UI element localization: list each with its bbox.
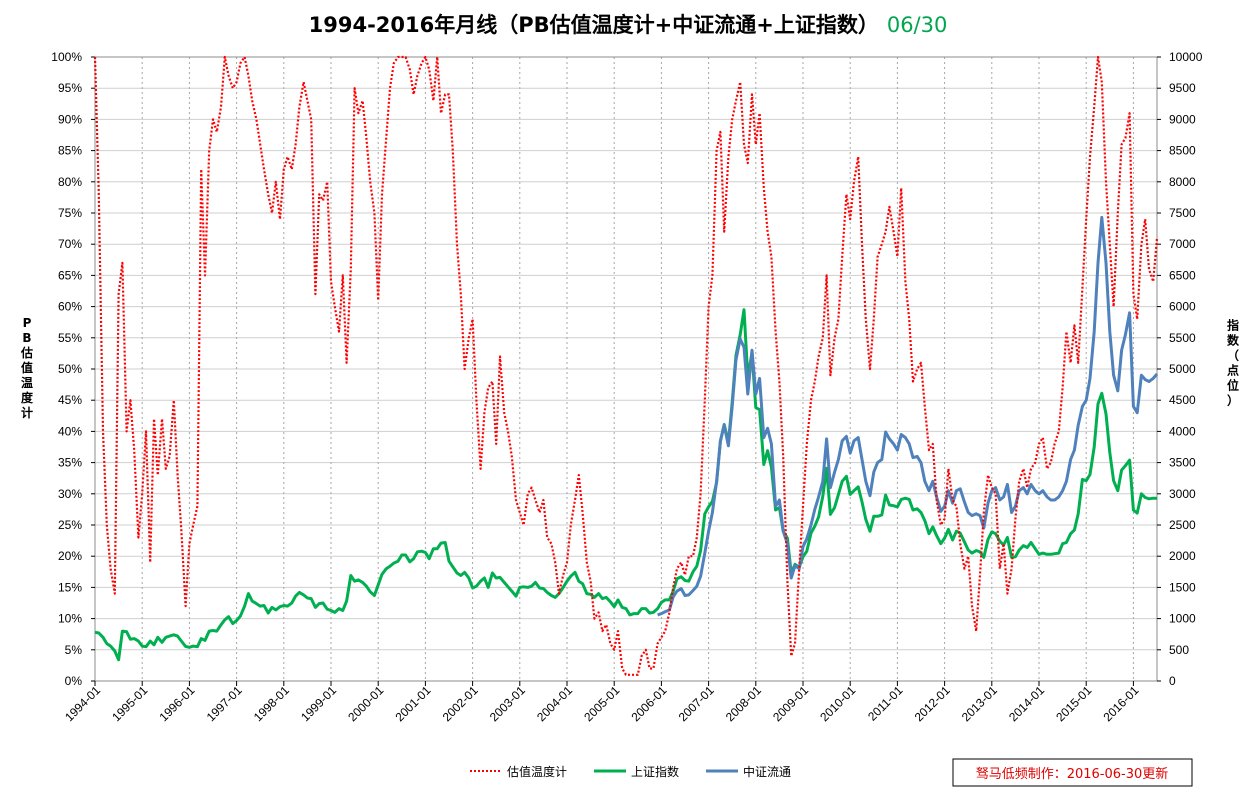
right-tick-label: 5500: [1169, 331, 1196, 345]
left-tick-label: 70%: [58, 237, 82, 251]
x-tick-label: 2013-01: [959, 683, 1000, 724]
left-tick-label: 15%: [58, 580, 82, 594]
credit-text: 驽马低频制作：2016-06-30更新: [976, 766, 1169, 782]
left-tick-label: 55%: [58, 331, 82, 345]
x-tick-label: 2015-01: [1053, 683, 1094, 724]
left-tick-label: 40%: [58, 424, 82, 438]
x-tick-label: 2004-01: [534, 683, 575, 724]
chart-title: 1994-2016年月线（PB估值温度计+中证流通+上证指数） 06/30: [309, 13, 948, 37]
x-tick-label: 2001-01: [392, 683, 433, 724]
right-tick-label: 3000: [1169, 487, 1196, 501]
left-tick-label: 65%: [58, 268, 82, 282]
legend-label-zz: 中证流通: [743, 764, 791, 779]
right-tick-label: 4000: [1169, 424, 1196, 438]
left-tick-label: 5%: [65, 643, 83, 657]
right-tick-label: 6000: [1169, 300, 1196, 314]
right-tick-label: 1000: [1169, 612, 1196, 626]
x-tick-label: 2006-01: [628, 683, 669, 724]
credit-box: [952, 758, 1193, 787]
x-tick-label: 1997-01: [204, 683, 245, 724]
legend: 估值温度计 上证指数 中证流通: [470, 764, 791, 779]
x-tick-label: 2008-01: [723, 683, 764, 724]
x-tick-label: 2002-01: [440, 683, 481, 724]
x-tick-label: 2003-01: [487, 683, 528, 724]
series-line-pb: [93, 55, 1159, 676]
right-tick-label: 1500: [1169, 580, 1196, 594]
x-tick-label: 2014-01: [1006, 683, 1047, 724]
x-axis-ticks: 1994-01 1995-01 1996-01 1997-01 1998-01 1999-…: [62, 681, 1142, 724]
right-tick-label: 10000: [1169, 50, 1203, 64]
title-date: 06/30: [887, 13, 948, 37]
left-tick-label: 85%: [58, 144, 82, 158]
left-axis-ticks: 0% 5% 10% 15% 20% 25% 30% 35% 40% 45% 50% 55% 60% 65%…: [51, 50, 95, 688]
right-tick-label: 7000: [1169, 237, 1196, 251]
right-tick-label: 9000: [1169, 112, 1196, 126]
gridlines: [95, 57, 1157, 681]
left-tick-label: 80%: [58, 175, 82, 189]
left-tick-label: 95%: [58, 81, 82, 95]
right-tick-label: 8500: [1169, 144, 1196, 158]
left-tick-label: 100%: [51, 50, 82, 64]
right-tick-label: 4500: [1169, 393, 1196, 407]
x-tick-label: 2005-01: [581, 683, 622, 724]
left-tick-label: 50%: [58, 362, 82, 376]
x-tick-label: 2010-01: [817, 683, 858, 724]
x-tick-label: 2016-01: [1100, 683, 1141, 724]
right-tick-label: 2000: [1169, 549, 1196, 563]
x-tick-label: 2000-01: [345, 683, 386, 724]
right-tick-label: 500: [1169, 643, 1189, 657]
right-tick-label: 7500: [1169, 206, 1196, 220]
left-tick-label: 25%: [58, 518, 82, 532]
legend-label-pb: 估值温度计: [507, 764, 567, 779]
left-axis-label: P B 估值温度计: [20, 316, 34, 420]
right-tick-label: 9500: [1169, 81, 1196, 95]
left-tick-label: 45%: [58, 393, 82, 407]
title-text: 1994-2016年月线（PB估值温度计+中证流通+上证指数）: [309, 13, 879, 37]
x-tick-label: 1994-01: [62, 683, 103, 724]
right-tick-label: 0: [1169, 674, 1176, 688]
right-tick-label: 5000: [1169, 362, 1196, 376]
x-tick-label: 2011-01: [865, 683, 906, 724]
left-tick-label: 0%: [65, 674, 83, 688]
x-tick-label: 2009-01: [770, 683, 811, 724]
right-tick-label: 6500: [1169, 268, 1196, 282]
right-tick-label: 3500: [1169, 456, 1196, 470]
x-tick-label: 1998-01: [251, 683, 292, 724]
x-tick-label: 1995-01: [109, 683, 150, 724]
x-tick-label: 2012-01: [912, 683, 953, 724]
series-line-shanghai: [94, 308, 1157, 662]
left-tick-label: 90%: [58, 112, 82, 126]
x-tick-label: 1999-01: [298, 683, 339, 724]
series-layer: [93, 55, 1159, 676]
right-axis-ticks: 0 500 1000 1500 2000 2500 3000 3500 4000 4500 5000…: [1157, 50, 1203, 688]
legend-label-sh: 上证指数: [631, 764, 679, 779]
left-tick-label: 35%: [58, 456, 82, 470]
left-tick-label: 60%: [58, 300, 82, 314]
x-tick-label: 2007-01: [676, 683, 717, 724]
left-tick-label: 10%: [58, 612, 82, 626]
right-axis-label: 指数（点位）: [1227, 318, 1240, 408]
x-tick-label: 1996-01: [156, 683, 197, 724]
right-tick-label: 8000: [1169, 175, 1196, 189]
left-tick-label: 20%: [58, 549, 82, 563]
left-tick-label: 75%: [58, 206, 82, 220]
series-line-zhongzheng: [657, 215, 1159, 617]
left-tick-label: 30%: [58, 487, 82, 501]
right-tick-label: 2500: [1169, 518, 1196, 532]
